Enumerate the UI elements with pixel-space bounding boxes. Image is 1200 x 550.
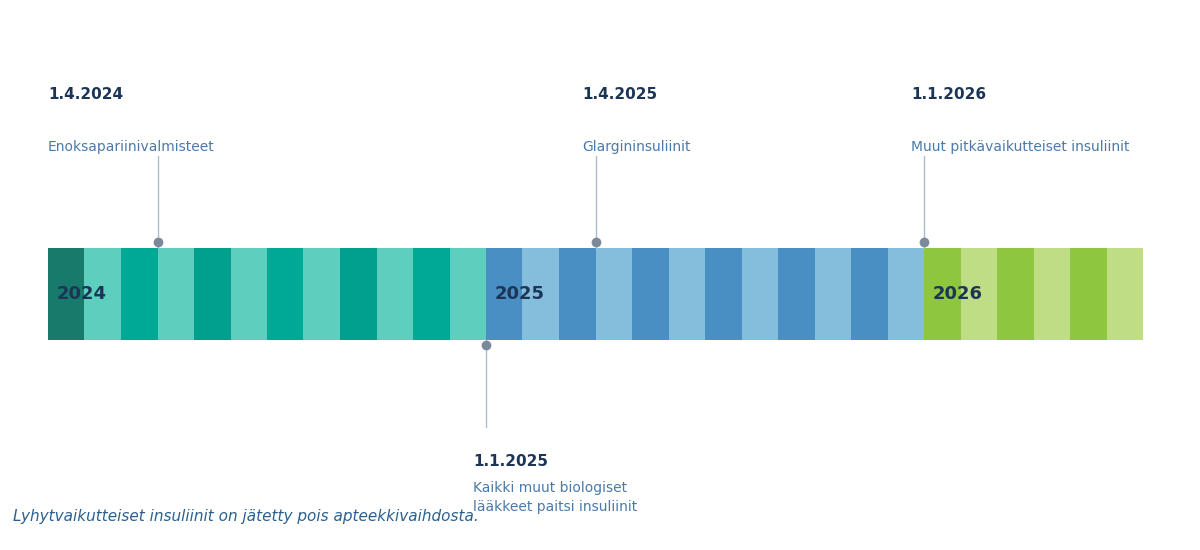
Text: Kaikki muut biologiset
lääkkeet paitsi insuliinit: Kaikki muut biologiset lääkkeet paitsi i…: [473, 481, 637, 514]
Bar: [815, 248, 851, 340]
Bar: [779, 248, 815, 340]
Bar: [1070, 248, 1106, 340]
Bar: [486, 248, 522, 340]
Bar: [960, 248, 997, 340]
Text: Enoksapariinivalmisteet: Enoksapariinivalmisteet: [48, 140, 215, 153]
Bar: [48, 248, 84, 340]
Bar: [377, 248, 413, 340]
Text: Lyhytvaikutteiset insuliinit on jätetty pois apteekkivaihdosta.: Lyhytvaikutteiset insuliinit on jätetty …: [13, 509, 479, 524]
Text: 2024: 2024: [56, 285, 107, 303]
Bar: [340, 248, 377, 340]
Bar: [668, 248, 706, 340]
Bar: [157, 248, 194, 340]
Text: 2025: 2025: [494, 285, 545, 303]
Bar: [304, 248, 340, 340]
Bar: [595, 248, 632, 340]
Bar: [522, 248, 559, 340]
Text: Muut pitkävaikutteiset insuliinit: Muut pitkävaikutteiset insuliinit: [911, 140, 1129, 153]
Bar: [230, 248, 268, 340]
Bar: [559, 248, 595, 340]
Text: 1.4.2025: 1.4.2025: [582, 87, 658, 102]
Text: 1.1.2025: 1.1.2025: [473, 454, 548, 469]
Bar: [997, 248, 1033, 340]
Bar: [413, 248, 450, 340]
Text: 1.4.2024: 1.4.2024: [48, 87, 124, 102]
Text: 2026: 2026: [932, 285, 983, 303]
Text: Glargininsuliinit: Glargininsuliinit: [582, 140, 691, 153]
Bar: [194, 248, 230, 340]
Text: 1.1.2026: 1.1.2026: [911, 87, 986, 102]
Bar: [268, 248, 304, 340]
Bar: [84, 248, 121, 340]
Bar: [632, 248, 668, 340]
Bar: [888, 248, 924, 340]
Bar: [924, 248, 960, 340]
Bar: [450, 248, 486, 340]
Bar: [121, 248, 157, 340]
Bar: [706, 248, 742, 340]
Bar: [742, 248, 779, 340]
Bar: [851, 248, 888, 340]
Bar: [1033, 248, 1070, 340]
Bar: [1106, 248, 1144, 340]
